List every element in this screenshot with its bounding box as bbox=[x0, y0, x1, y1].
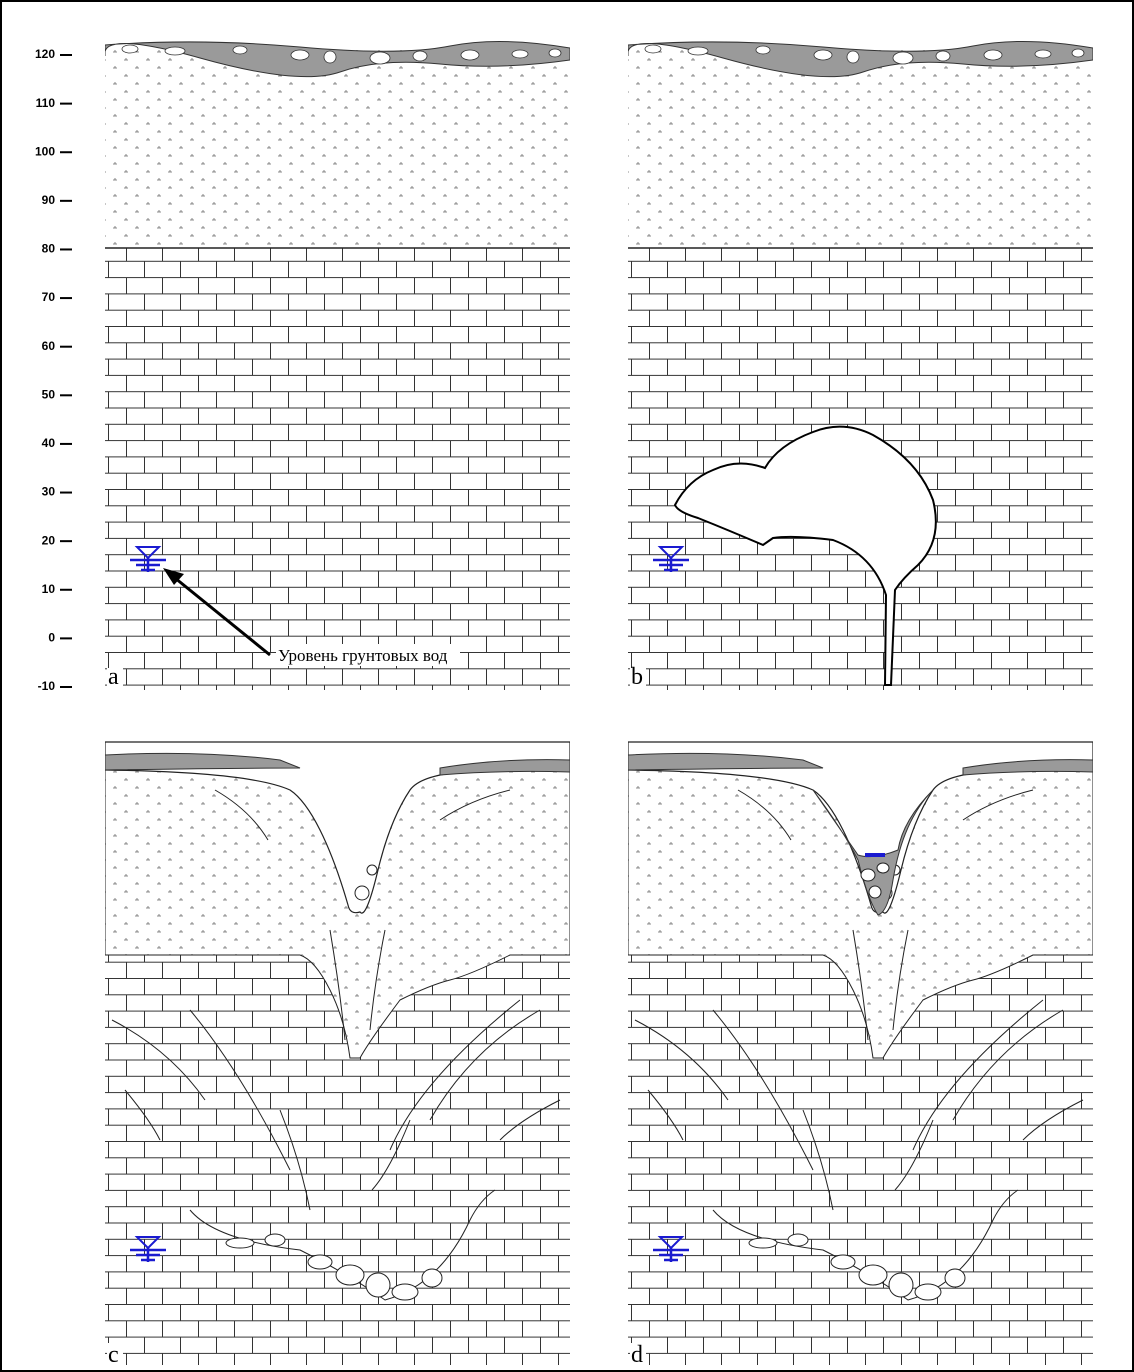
tick-label: 60 bbox=[42, 339, 56, 353]
panel-b: b bbox=[628, 40, 1093, 690]
tick-label: 110 bbox=[36, 96, 56, 110]
panel-a: Уровень грунтовых вод a bbox=[105, 40, 570, 690]
tick-label: 120 bbox=[35, 47, 55, 61]
tick-label: 40 bbox=[42, 436, 56, 450]
tick-label: 30 bbox=[42, 485, 56, 499]
tick-label: 90 bbox=[42, 193, 56, 207]
panel-label: a bbox=[108, 664, 119, 690]
annotation: Уровень грунтовых вод bbox=[278, 646, 448, 665]
tick-label: -10 bbox=[38, 679, 56, 693]
panel-d: d bbox=[628, 742, 1093, 1368]
panel-label: b bbox=[631, 664, 643, 690]
tick-label: 100 bbox=[35, 144, 55, 158]
tick-label: 10 bbox=[42, 582, 56, 596]
tick-label: 70 bbox=[42, 290, 56, 304]
tick-label: 20 bbox=[42, 533, 56, 547]
tick-label: 0 bbox=[48, 631, 55, 645]
panel-label: c bbox=[108, 1342, 119, 1368]
tick-label: 50 bbox=[42, 387, 56, 401]
tick-label: 80 bbox=[42, 242, 56, 256]
panel-c: c bbox=[105, 742, 570, 1368]
arrow bbox=[174, 576, 271, 657]
panel-label: d bbox=[631, 1342, 643, 1368]
